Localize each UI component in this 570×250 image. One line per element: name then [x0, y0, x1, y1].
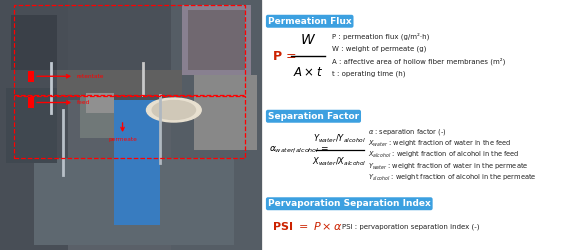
Bar [188, 10, 245, 70]
Bar [171, 0, 262, 250]
Bar [28, 71, 34, 82]
Text: W : weight of permeate (g): W : weight of permeate (g) [332, 46, 426, 52]
Text: $X_{alcohol}$ : weight fraction of alcohol in the feed: $X_{alcohol}$ : weight fraction of alcoh… [368, 150, 519, 160]
Text: $W$: $W$ [300, 33, 316, 47]
Bar [0, 0, 262, 250]
Text: A : affective area of hollow fiber membranes (m²): A : affective area of hollow fiber membr… [332, 58, 505, 65]
Bar [0, 0, 262, 100]
Bar [6, 88, 57, 162]
Bar [114, 100, 160, 225]
Bar [57, 70, 182, 95]
Bar [28, 97, 34, 108]
Text: P : permeation flux (g/m²·h): P : permeation flux (g/m²·h) [332, 32, 429, 40]
Bar [11, 15, 57, 70]
Text: Pervaporation Separation Index: Pervaporation Separation Index [268, 199, 431, 208]
Text: $X_{water}/X_{alcohol}$: $X_{water}/X_{alcohol}$ [312, 155, 367, 168]
Circle shape [146, 98, 201, 122]
Bar [0, 0, 262, 250]
Text: $A \times t$: $A \times t$ [293, 66, 323, 79]
Bar [262, 0, 570, 250]
Text: $Y_{water}/Y_{alcohol}$: $Y_{water}/Y_{alcohol}$ [314, 132, 366, 145]
Text: retentate: retentate [77, 74, 104, 79]
Text: $\mathbf{PSI}$ $=$ $P \times \alpha$: $\mathbf{PSI}$ $=$ $P \times \alpha$ [272, 220, 343, 232]
Text: $\alpha$ : separation factor (-): $\alpha$ : separation factor (-) [368, 127, 446, 137]
Text: Permeation Flux: Permeation Flux [268, 17, 352, 26]
Bar [0, 0, 68, 250]
Bar [114, 100, 160, 225]
Text: $\mathbf{P}$ =: $\mathbf{P}$ = [272, 50, 297, 63]
Text: Separation Factor: Separation Factor [268, 112, 359, 121]
Text: permeate: permeate [108, 138, 137, 142]
Text: $X_{water}$ : weight fraction of water in the feed: $X_{water}$ : weight fraction of water i… [368, 138, 511, 148]
Text: PSI : pervaporation separation index (-): PSI : pervaporation separation index (-) [342, 223, 479, 230]
Bar [86, 92, 114, 112]
Text: $Y_{water}$ : weight fraction of water in the permeate: $Y_{water}$ : weight fraction of water i… [368, 162, 528, 172]
Bar [80, 92, 114, 138]
Bar [182, 5, 251, 75]
Text: $\alpha_{water/alcohol}$ =: $\alpha_{water/alcohol}$ = [269, 144, 329, 156]
Text: feed: feed [77, 100, 90, 105]
Bar [34, 158, 234, 245]
Text: $Y_{alcohol}$ : weight fraction of alcohol in the permeate: $Y_{alcohol}$ : weight fraction of alcoh… [368, 173, 536, 183]
Text: t : operating time (h): t : operating time (h) [332, 70, 405, 77]
Bar [194, 75, 256, 150]
Circle shape [152, 100, 196, 119]
